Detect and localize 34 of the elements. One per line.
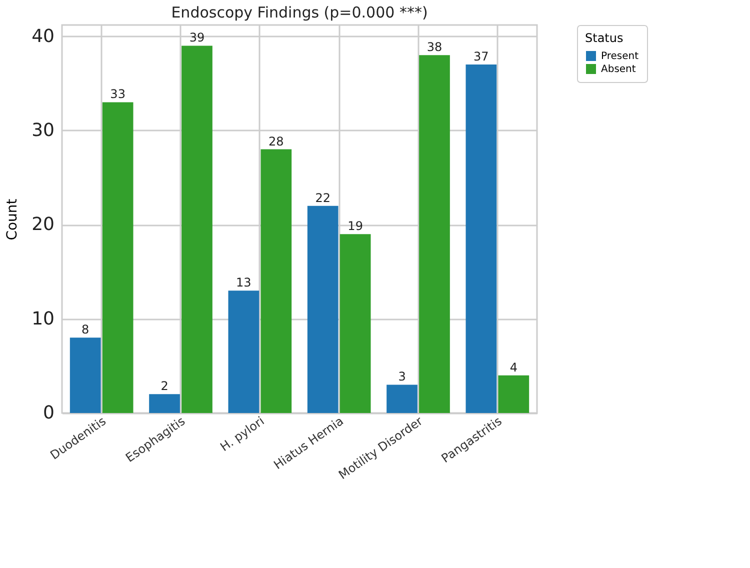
data-label: 22 <box>315 190 330 205</box>
data-label: 19 <box>348 219 363 234</box>
legend-label: Present <box>601 51 639 62</box>
legend-title: Status <box>585 31 624 45</box>
y-tick-label: 20 <box>32 214 54 236</box>
data-label: 8 <box>82 322 90 337</box>
bar <box>70 338 101 413</box>
data-label: 28 <box>268 134 284 148</box>
y-tick-label: 0 <box>43 402 54 424</box>
bar <box>498 375 530 413</box>
bar <box>182 46 212 413</box>
data-label: 33 <box>110 87 126 102</box>
data-label: 38 <box>426 40 442 54</box>
data-label: 37 <box>474 50 489 64</box>
bar <box>149 394 180 413</box>
bar <box>260 149 292 413</box>
y-tick-label: 10 <box>32 308 54 330</box>
data-label: 4 <box>510 360 518 374</box>
chart-title: Endoscopy Findings (p=0.000 ***) <box>171 4 428 22</box>
data-label: 3 <box>398 370 406 384</box>
y-axis-title: Count <box>4 198 21 240</box>
data-label: 13 <box>236 276 252 290</box>
y-tick-label: 30 <box>32 120 54 141</box>
data-label: 39 <box>189 30 205 45</box>
bar <box>102 102 134 413</box>
bar <box>228 290 260 413</box>
bar <box>340 234 371 413</box>
data-label: 2 <box>160 379 168 394</box>
bar <box>419 55 450 413</box>
legend-label: Absent <box>601 64 636 75</box>
bar <box>466 64 497 413</box>
bar <box>307 206 338 413</box>
bar <box>386 384 418 413</box>
y-tick-label: 40 <box>32 26 54 47</box>
